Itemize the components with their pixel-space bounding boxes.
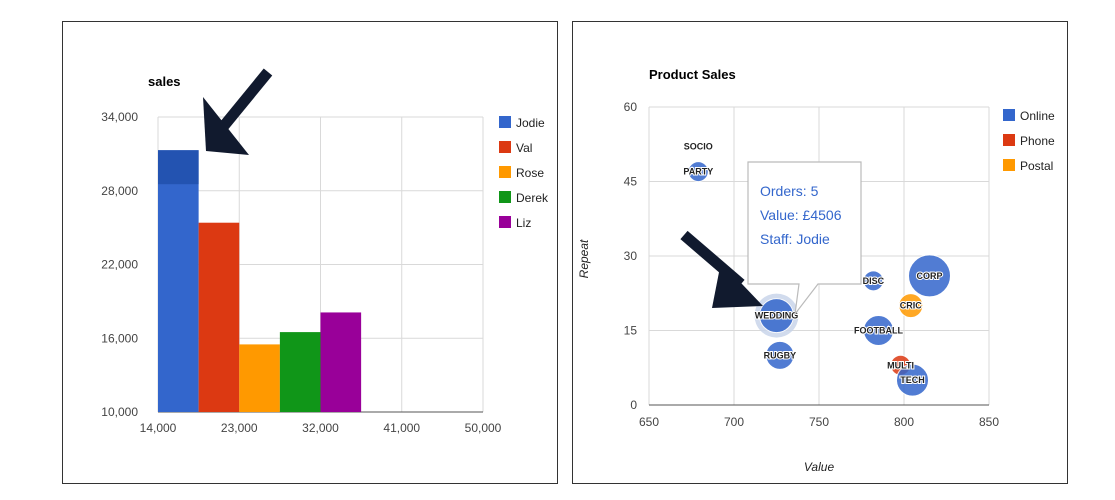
chart-title: sales [148,74,181,89]
y-tick-label: 30 [624,249,638,263]
y-axis-title: Repeat [577,239,591,278]
tooltip-line: Staff: Jodie [760,231,830,247]
legend-swatch-phone [1003,134,1015,146]
bubble-label-wedding: WEDDING [755,311,799,321]
x-tick-label: 750 [809,415,829,429]
legend-label: Rose [516,166,544,180]
legend-swatch-derek [499,191,511,203]
x-tick-label: 14,000 [140,421,177,435]
bubble-label-football: FOOTBALL [854,326,903,336]
bubble-chart-panel: Product Sales 650 700 750 800 850 0 15 30 45 60 Val… [572,21,1068,484]
chart-title: Product Sales [649,67,736,82]
y-tick-label: 34,000 [101,110,138,124]
bubble-label-disc: DISC [863,276,885,286]
tooltip-box [747,161,862,317]
bars [158,150,362,412]
arrow-head [712,262,763,308]
legend-label: Phone [1020,134,1055,148]
bubble-football[interactable] [863,315,894,346]
legend: Jodie Val Rose Derek Liz [499,116,549,230]
bubble-disc[interactable] [862,270,884,292]
legend-swatch-jodie [499,116,511,128]
tooltip-line: Orders: 5 [760,183,819,199]
legend-label: Postal [1020,159,1053,173]
legend-label: Liz [516,216,531,230]
x-tick-label: 32,000 [302,421,339,435]
y-tick-label: 16,000 [101,331,138,345]
y-tick-label: 28,000 [101,184,138,198]
bar-liz[interactable] [320,312,362,412]
x-tick-label: 850 [979,415,999,429]
bar-chart: sales 14,000 23,000 32,000 41,000 50,000 10,00… [101,68,549,435]
y-tick-label: 45 [624,175,638,189]
y-tick-label: 10,000 [101,405,138,419]
y-tick-label: 15 [624,324,638,338]
legend: Online Phone Postal [1003,109,1055,173]
y-tick-label: 60 [624,100,638,114]
legend-label: Online [1020,109,1055,123]
bubble-label-cric: CRIC [900,301,922,311]
bar-chart-panel: sales 14,000 23,000 32,000 41,000 50,000 10,00… [62,21,558,484]
x-axis-title: Value [804,460,835,474]
legend-label: Jodie [516,116,545,130]
annotation-arrow [680,230,763,308]
bar-rose[interactable] [239,344,280,412]
y-tick-label: 22,000 [101,258,138,272]
legend-swatch-postal [1003,159,1015,171]
bar-derek[interactable] [279,332,321,412]
bar-highlight [158,150,199,185]
y-tick-label: 0 [630,398,637,412]
bubble-label-multi: MULTI [887,360,914,370]
bubble-labels: SOCIO PARTY WEDDING RUGBY DISC CORP CRIC FOOTBA… [682,141,943,386]
x-tick-label: 800 [894,415,914,429]
legend-label: Val [516,141,532,155]
bubble-rugby[interactable] [765,340,795,370]
x-tick-label: 700 [724,415,744,429]
bubble-cric[interactable] [898,293,924,319]
bar-val[interactable] [198,222,240,412]
bubble-wedding[interactable] [759,298,794,334]
tooltip-line: Value: £4506 [760,207,842,223]
x-tick-label: 650 [639,415,659,429]
bubble-party[interactable] [687,161,709,183]
bubble-chart: Product Sales 650 700 750 800 850 0 15 30 45 60 Val… [577,67,1055,474]
tooltip: Orders: 5 Value: £4506 Staff: Jodie [747,161,862,317]
bubbles [687,161,951,397]
bubble-label-party: PARTY [683,167,713,177]
bubble-corp[interactable] [908,254,951,298]
legend-swatch-rose [499,166,511,178]
annotation-arrow [203,68,273,155]
bubble-label-rugby: RUGBY [764,350,797,360]
bubble-label-corp: CORP [916,271,942,281]
x-tick-label: 41,000 [383,421,420,435]
bubble-label-socio: SOCIO [684,142,713,152]
legend-swatch-online [1003,109,1015,121]
bubble-tech[interactable] [896,363,929,397]
arrow-head [203,97,249,155]
bubble-label-tech: TECH [900,375,925,385]
legend-swatch-val [499,141,511,153]
arrow-shaft [218,68,273,131]
legend-label: Derek [516,191,549,205]
x-tick-label: 23,000 [221,421,258,435]
x-tick-label: 50,000 [465,421,502,435]
bar-jodie[interactable] [158,150,199,412]
legend-swatch-liz [499,216,511,228]
